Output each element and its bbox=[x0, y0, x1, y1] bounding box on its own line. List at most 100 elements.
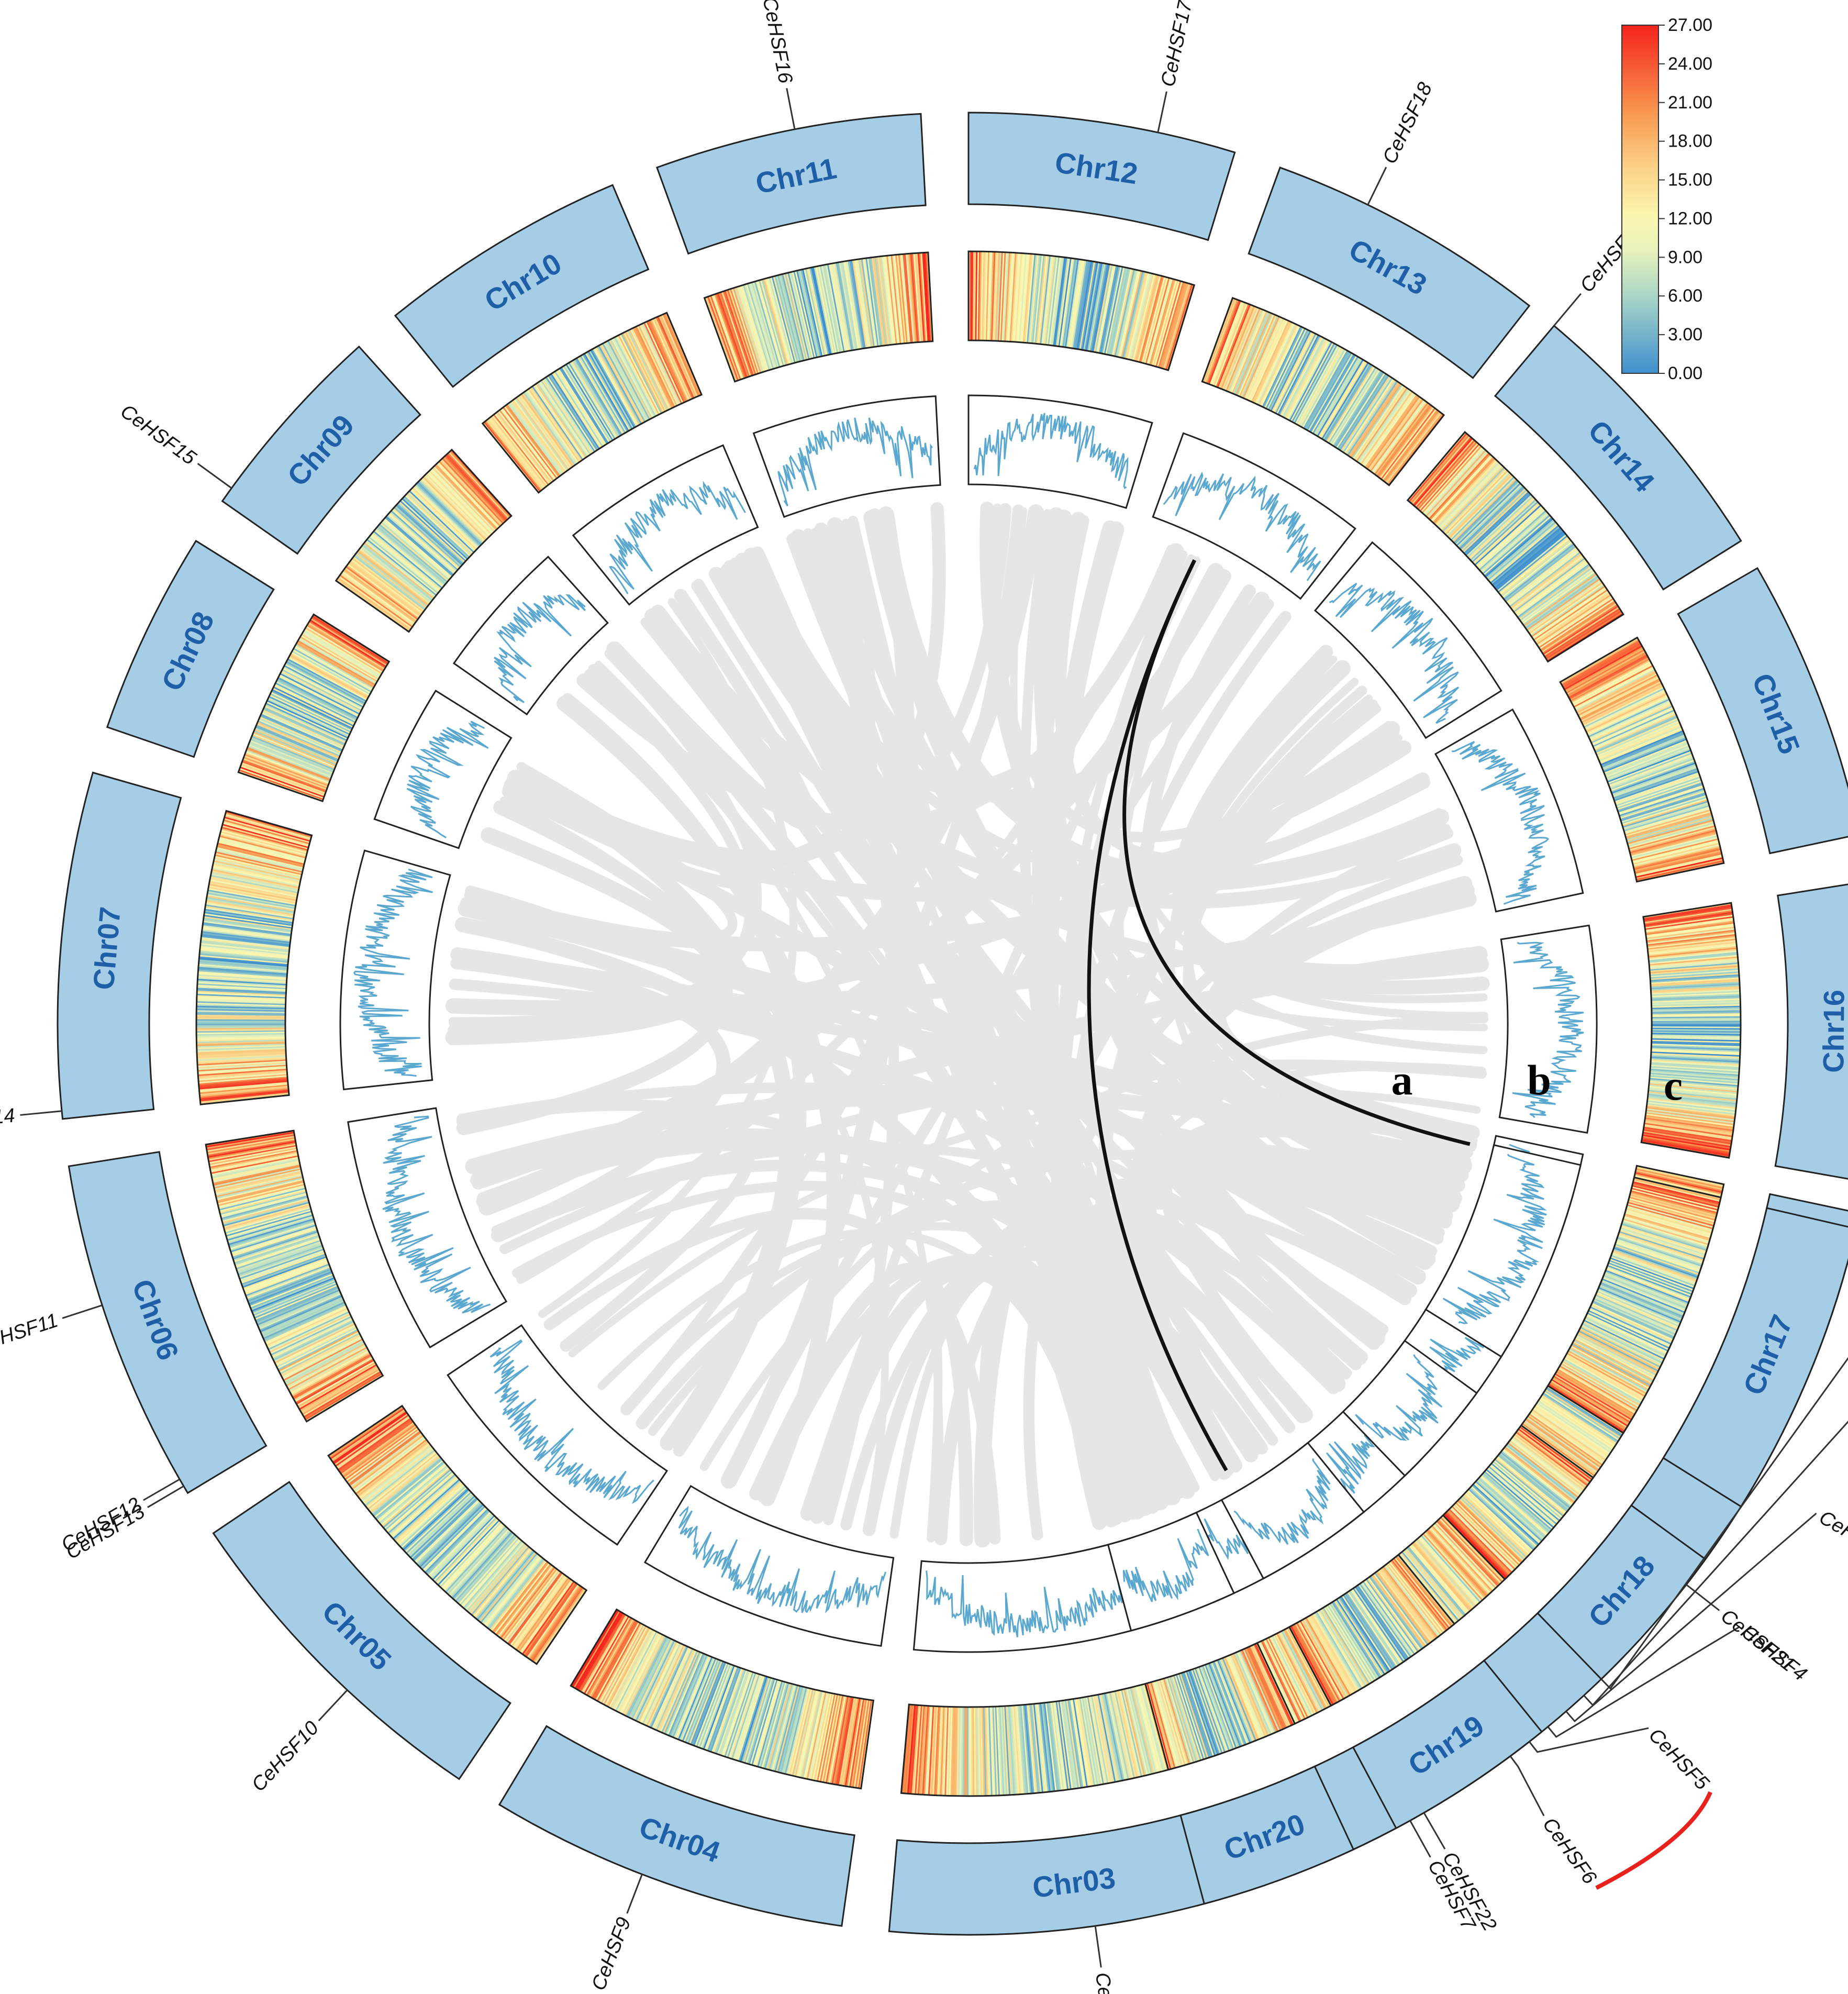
heatmap-stripe bbox=[407, 492, 473, 555]
heatmap-stripe bbox=[1573, 663, 1653, 707]
heatmap-stripe bbox=[1432, 457, 1495, 524]
heatmap-stripe bbox=[1543, 1391, 1620, 1442]
heatmap-stripe bbox=[660, 315, 697, 397]
heatmap-stripe bbox=[1485, 518, 1554, 578]
heatmap-stripe bbox=[1531, 1410, 1606, 1463]
heatmap-stripe bbox=[352, 1435, 425, 1491]
heatmap-stripe bbox=[1288, 341, 1332, 421]
heatmap-stripe bbox=[1345, 1592, 1397, 1668]
heatmap-stripe bbox=[236, 1239, 321, 1270]
heatmap-stripe bbox=[1552, 1377, 1630, 1425]
heatmap-stripe bbox=[364, 540, 436, 598]
heatmap-stripe bbox=[1509, 551, 1582, 608]
heatmap-stripe bbox=[554, 371, 604, 447]
heatmap-stripe bbox=[295, 643, 374, 689]
heatmap-stripe bbox=[498, 1566, 554, 1638]
heatmap-stripe bbox=[1488, 523, 1558, 582]
heatmap-stripe bbox=[411, 488, 477, 551]
heatmap-stripe bbox=[1506, 1443, 1578, 1500]
heatmap-stripe bbox=[251, 1278, 336, 1313]
heatmap-stripe bbox=[429, 470, 493, 535]
heatmap-stripe bbox=[1268, 329, 1309, 411]
heatmap-stripe bbox=[1331, 369, 1381, 446]
heatmap-stripe bbox=[1584, 1318, 1665, 1359]
heatmap-stripe bbox=[563, 365, 612, 442]
heatmap-stripe bbox=[253, 1281, 337, 1317]
heatmap-stripe bbox=[662, 313, 700, 396]
heatmap-stripe bbox=[1497, 1455, 1568, 1513]
heatmap-stripe bbox=[1513, 558, 1586, 613]
heatmap-stripe bbox=[1538, 596, 1613, 648]
heatmap-stripe bbox=[635, 326, 676, 407]
heatmap-stripe bbox=[1384, 1565, 1441, 1637]
heatmap-stripe bbox=[263, 706, 346, 745]
heatmap-stripe bbox=[264, 1304, 347, 1344]
heatmap-stripe bbox=[643, 1643, 683, 1725]
heatmap-stripe bbox=[503, 406, 558, 479]
heatmap-stripe bbox=[1619, 788, 1705, 817]
heatmap-stripe bbox=[296, 640, 375, 687]
heatmap-stripe bbox=[1505, 1445, 1576, 1502]
heatmap-stripe bbox=[1458, 485, 1523, 549]
heatmap-stripe bbox=[241, 1254, 326, 1287]
heatmap-stripe bbox=[377, 524, 448, 584]
heatmap-stripe bbox=[1618, 783, 1704, 813]
heatmap-stripe bbox=[1504, 543, 1575, 601]
heatmap-stripe bbox=[577, 1613, 625, 1691]
heatmap-stripe bbox=[1466, 494, 1533, 557]
heatmap-stripe bbox=[290, 653, 369, 699]
heatmap-stripe bbox=[303, 1370, 381, 1418]
heatmap-stripe bbox=[1296, 1622, 1341, 1702]
heatmap-stripe bbox=[1327, 366, 1376, 444]
gene-connector-cehsf14 bbox=[20, 1110, 62, 1116]
heatmap-stripe bbox=[640, 1642, 680, 1724]
chromosome-chr20 bbox=[1179, 1765, 1355, 1905]
heatmap-stripe bbox=[1309, 354, 1355, 433]
heatmap-stripe bbox=[1530, 1411, 1605, 1464]
heatmap-stripe bbox=[1622, 801, 1709, 828]
heatmap-stripe bbox=[599, 344, 644, 424]
heatmap-stripe bbox=[417, 481, 482, 546]
heatmap-stripe bbox=[1499, 537, 1570, 595]
heatmap-stripe bbox=[277, 1328, 358, 1370]
heatmap-stripe bbox=[1538, 1399, 1614, 1450]
heatmap-stripe bbox=[1571, 1343, 1651, 1387]
heatmap-stripe bbox=[377, 525, 447, 585]
heatmap-stripe bbox=[1211, 1661, 1245, 1746]
heatmap-stripe bbox=[363, 541, 435, 599]
heatmap-stripe bbox=[1431, 456, 1494, 523]
heatmap-stripe bbox=[1305, 351, 1352, 430]
heatmap-stripe bbox=[1606, 747, 1690, 781]
heatmap-stripe bbox=[1385, 411, 1441, 483]
heatmap-stripe bbox=[1478, 510, 1547, 571]
heatmap-stripe bbox=[1495, 531, 1565, 590]
heatmap-stripe bbox=[1487, 521, 1557, 581]
heatmap-stripe bbox=[1567, 651, 1646, 696]
heatmap-stripe bbox=[247, 1267, 331, 1301]
line-track-chr11 bbox=[752, 395, 941, 518]
heatmap-stripe bbox=[1488, 1466, 1557, 1525]
heatmap-stripe bbox=[270, 692, 351, 733]
heatmap-stripe bbox=[1574, 1338, 1654, 1382]
heatmap-stripe bbox=[1385, 1564, 1442, 1636]
heatmap-stripe bbox=[1579, 1328, 1660, 1370]
gene-label-cehsf21: CeHSF21 bbox=[1717, 1605, 1799, 1676]
heatmap-stripe bbox=[238, 1245, 323, 1277]
heatmap-stripe bbox=[450, 1530, 511, 1598]
heatmap-stripe bbox=[1455, 1502, 1520, 1566]
heatmap-stripe bbox=[357, 550, 429, 606]
heatmap-stripe bbox=[1473, 503, 1541, 565]
heatmap-stripe bbox=[362, 542, 434, 600]
heatmap-stripe bbox=[1378, 1569, 1433, 1642]
heatmap-stripe bbox=[1621, 796, 1707, 825]
heatmap-stripe bbox=[1335, 1599, 1386, 1675]
heatmap-stripe bbox=[1493, 529, 1564, 588]
heatmap-stripe bbox=[306, 625, 383, 673]
heatmap-stripe bbox=[1357, 388, 1410, 463]
heatmap-stripe bbox=[1486, 519, 1555, 579]
heatmap-stripe bbox=[244, 1260, 329, 1294]
heatmap-stripe bbox=[1543, 605, 1619, 656]
heatmap-stripe bbox=[391, 1477, 459, 1538]
heatmap-stripe bbox=[230, 1223, 316, 1251]
heatmap-stripe bbox=[1239, 314, 1277, 397]
